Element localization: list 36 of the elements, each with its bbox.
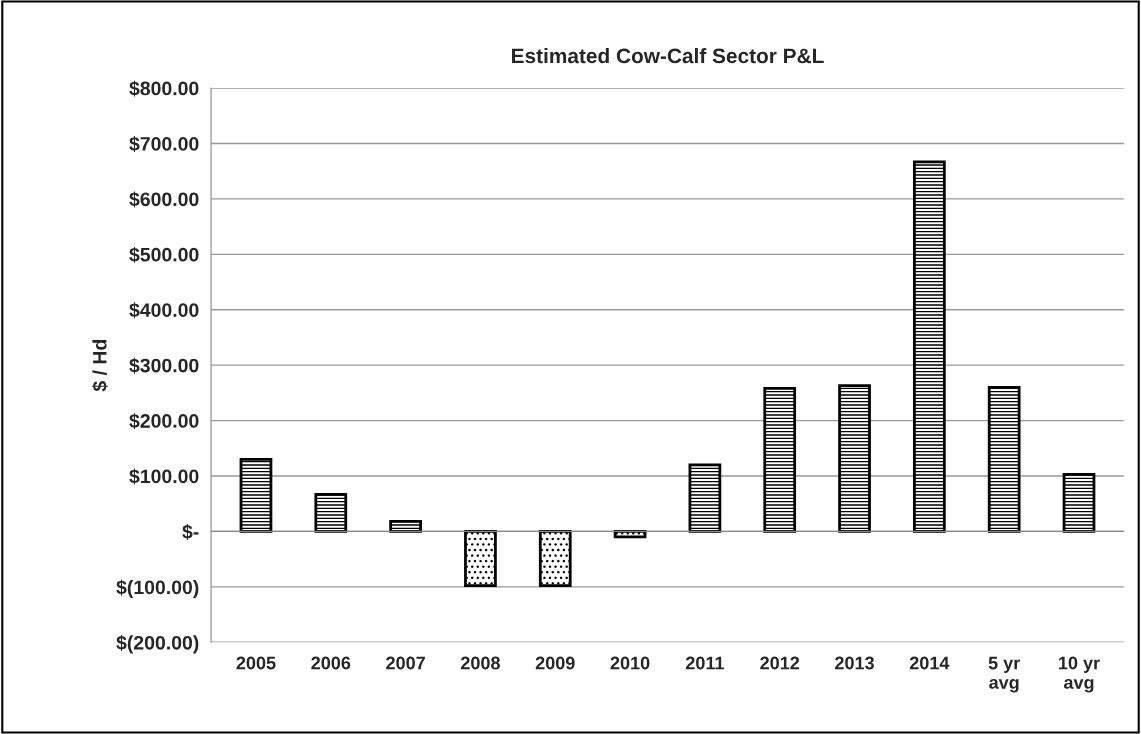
y-axis-title: $ / Hd: [92, 339, 108, 392]
bar: [389, 520, 422, 533]
bar: [464, 530, 497, 588]
y-tick-label: $600.00: [129, 191, 199, 208]
y-tick-label: $(100.00): [116, 579, 199, 599]
y-tick-label: $800.00: [129, 80, 199, 97]
y-tick-label: $300.00: [129, 357, 199, 374]
x-tick-label: 2007: [386, 656, 425, 670]
y-tick-label: $700.00: [129, 136, 199, 152]
bar: [1062, 472, 1096, 533]
chart-title: Estimated Cow-Calf Sector P&L: [512, 47, 824, 64]
y-tick-label: $-: [182, 524, 199, 540]
bar: [688, 463, 722, 533]
bar: [987, 385, 1021, 533]
bar: [239, 457, 273, 533]
x-tick-label: 2012: [760, 656, 800, 670]
y-tick-label: $200.00: [129, 413, 199, 430]
x-tick-label: 2006: [311, 656, 351, 670]
x-tick-label: 2008: [460, 656, 500, 670]
x-tick-label: 2005: [236, 656, 276, 670]
bar: [913, 160, 946, 533]
x-tick-label: 2009: [535, 656, 575, 670]
bar: [838, 384, 871, 533]
x-tick-label: 5 yr avg: [988, 656, 1020, 693]
x-tick-label: 2010: [610, 656, 650, 670]
y-tick-label: $500.00: [129, 246, 199, 263]
x-tick-label: 2011: [685, 656, 724, 670]
bar: [314, 492, 348, 533]
x-tick-label: 2013: [835, 656, 874, 670]
y-tick-label: $400.00: [129, 302, 199, 319]
bar: [763, 387, 797, 533]
y-tick-label: $(200.00): [116, 635, 199, 654]
y-tick-label: $100.00: [129, 468, 199, 485]
x-tick-label: 10 yr avg: [1059, 656, 1100, 693]
x-tick-label: 2014: [909, 656, 950, 670]
bar: [538, 530, 572, 588]
